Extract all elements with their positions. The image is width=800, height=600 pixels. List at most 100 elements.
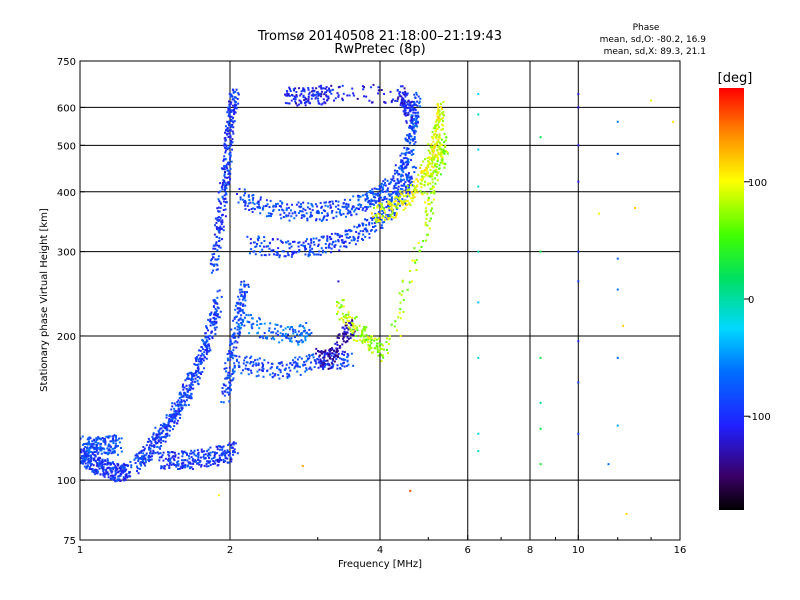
data-point [438,164,441,167]
data-point [200,448,203,451]
data-point [224,158,227,161]
data-point [650,99,653,102]
data-point [162,466,165,469]
data-point [86,466,89,469]
data-point [401,169,404,172]
data-point [252,250,255,253]
data-point [118,437,121,440]
data-point [252,197,255,200]
data-point [404,95,407,98]
data-point [348,94,351,97]
data-point [408,104,411,107]
data-point [176,419,179,422]
data-point [434,145,437,148]
data-point [224,149,227,152]
data-point [270,337,273,340]
data-point [227,183,230,186]
data-point [331,210,334,213]
data-point [191,459,194,462]
data-point [270,249,273,252]
data-point [91,470,94,473]
data-point [407,158,410,161]
data-point [282,209,285,212]
data-point [372,226,375,229]
data-point [290,99,293,102]
data-point [350,214,353,217]
data-point [194,371,197,374]
data-point [304,240,307,243]
data-point [216,216,219,219]
data-point [385,206,388,209]
data-point [230,379,233,382]
data-point [379,214,382,217]
data-point [98,457,101,460]
data-point [399,192,402,195]
data-point [395,195,398,198]
data-point [354,208,357,211]
data-point [433,149,436,152]
data-point [351,324,354,327]
data-point [103,451,106,454]
data-point [317,366,320,369]
data-point [230,446,233,449]
data-point [293,217,296,220]
data-point [438,113,441,116]
data-point [107,466,110,469]
data-point [246,235,249,238]
data-point [414,114,417,117]
data-point [344,205,347,208]
data-point [140,464,143,467]
data-point [297,241,300,244]
data-point [407,112,410,115]
data-point [206,450,209,453]
data-point [321,364,324,367]
data-point [229,383,232,386]
data-point [404,181,407,184]
data-point [577,144,580,147]
data-point [322,356,325,359]
data-point [222,167,225,170]
data-point [442,151,445,154]
data-point [367,336,370,339]
data-point [76,447,78,449]
data-point [539,250,542,253]
data-point [224,143,227,146]
data-point [190,386,193,389]
data-point [477,92,480,95]
data-point [419,97,422,100]
data-point [382,180,385,183]
data-point [326,238,329,241]
data-point [174,415,177,418]
data-point [156,451,159,454]
data-point [320,87,323,90]
data-point [430,209,433,212]
data-point [332,352,335,355]
data-point [303,361,306,364]
data-point [399,104,402,107]
data-point [405,191,408,194]
data-point [437,146,440,149]
data-point [217,257,220,260]
data-point [312,241,315,244]
data-point [214,311,217,314]
data-point [229,134,232,137]
data-point [171,451,174,454]
data-point [102,460,105,463]
data-point [193,374,196,377]
data-point [358,224,361,227]
data-point [228,153,231,156]
data-point [438,136,441,139]
data-point [441,119,444,122]
data-point [308,207,311,210]
data-point [95,471,98,474]
data-point [114,468,117,471]
data-point [219,310,222,313]
data-point [405,204,408,207]
data-point [217,206,220,209]
data-point [111,470,114,473]
data-point [220,223,223,226]
data-point [312,251,315,254]
data-point [96,470,99,473]
data-point [120,437,123,440]
data-point [410,191,413,194]
